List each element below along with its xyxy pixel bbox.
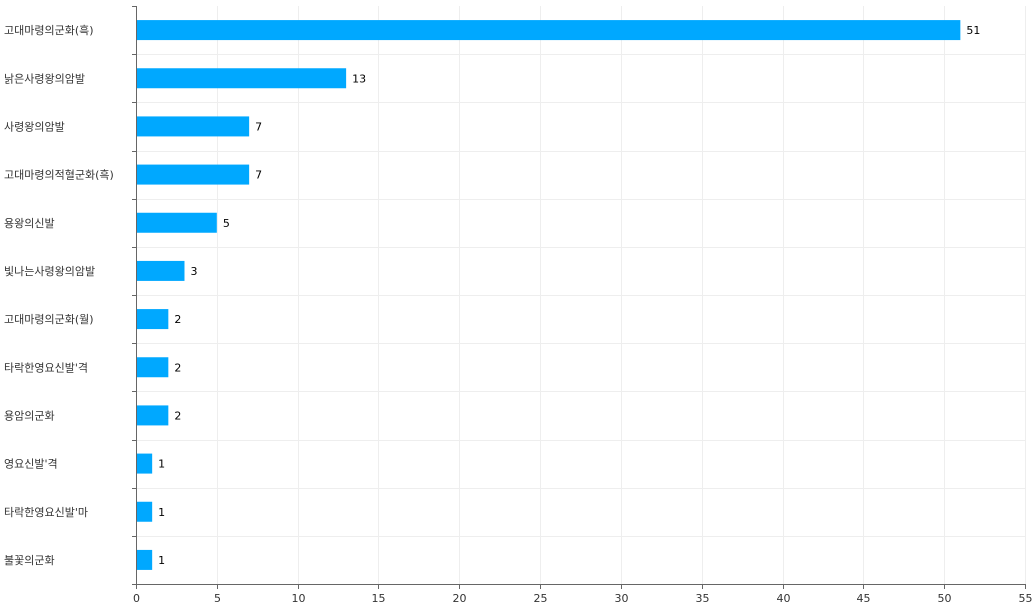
bar-9 — [137, 453, 153, 474]
bar-1 — [137, 68, 347, 89]
value-label-11: 1 — [158, 554, 165, 567]
bar-6 — [137, 309, 169, 330]
category-label-8: 용암의군화 — [4, 409, 55, 422]
x-tick-label-15: 15 — [372, 592, 386, 605]
category-label-0: 고대마령의군화(흑) — [4, 23, 94, 37]
axes-group — [132, 6, 1026, 589]
value-label-6: 2 — [174, 313, 181, 326]
x-tick-label-30: 30 — [615, 592, 629, 605]
value-label-7: 2 — [174, 361, 181, 374]
bar-5 — [137, 260, 185, 281]
x-tick-label-0: 0 — [133, 592, 140, 605]
x-tick-label-40: 40 — [777, 592, 791, 605]
value-label-3: 7 — [255, 169, 262, 182]
x-tick-label-45: 45 — [857, 592, 871, 605]
value-label-2: 7 — [255, 120, 262, 133]
value-label-10: 1 — [158, 506, 165, 519]
value-label-4: 5 — [223, 217, 230, 230]
category-label-10: 타락한영요신발'마 — [4, 506, 88, 519]
category-label-4: 용왕의신발 — [4, 217, 55, 230]
bar-10 — [137, 501, 153, 522]
category-label-1: 낡은사령왕의암발 — [4, 72, 85, 85]
value-label-9: 1 — [158, 458, 165, 471]
x-tick-label-20: 20 — [453, 592, 467, 605]
bar-0 — [137, 20, 961, 41]
grid-lines — [136, 6, 1026, 584]
value-label-0: 51 — [966, 24, 980, 37]
bar-11 — [137, 549, 153, 570]
category-label-9: 영요신발'격 — [4, 458, 58, 471]
x-tick-label-25: 25 — [534, 592, 548, 605]
category-label-3: 고대마령의적혈군화(흑) — [4, 168, 114, 182]
x-tick-label-10: 10 — [292, 592, 306, 605]
bar-3 — [137, 164, 250, 185]
category-label-6: 고대마령의군화(월) — [4, 313, 94, 326]
x-tick-label-50: 50 — [938, 592, 952, 605]
bar-2 — [137, 116, 250, 137]
bar-4 — [137, 212, 217, 233]
value-label-5: 3 — [190, 265, 197, 278]
category-label-5: 빛나는사령왕의암발 — [4, 265, 95, 278]
value-label-1: 13 — [352, 72, 366, 85]
bar-7 — [137, 357, 169, 378]
bars-group — [137, 20, 961, 570]
bar-8 — [137, 405, 169, 426]
x-tick-label-35: 35 — [696, 592, 710, 605]
labels-group: 51고대마령의군화(흑)13낡은사령왕의암발7사령왕의암발7고대마령의적혈군화(… — [4, 23, 1032, 605]
category-label-11: 불꽃의군화 — [4, 554, 55, 567]
x-tick-label-55: 55 — [1019, 592, 1032, 605]
category-label-2: 사령왕의암발 — [4, 120, 65, 133]
value-label-8: 2 — [174, 409, 181, 422]
x-tick-label-5: 5 — [214, 592, 221, 605]
category-label-7: 타락한영요신발'격 — [4, 361, 88, 374]
